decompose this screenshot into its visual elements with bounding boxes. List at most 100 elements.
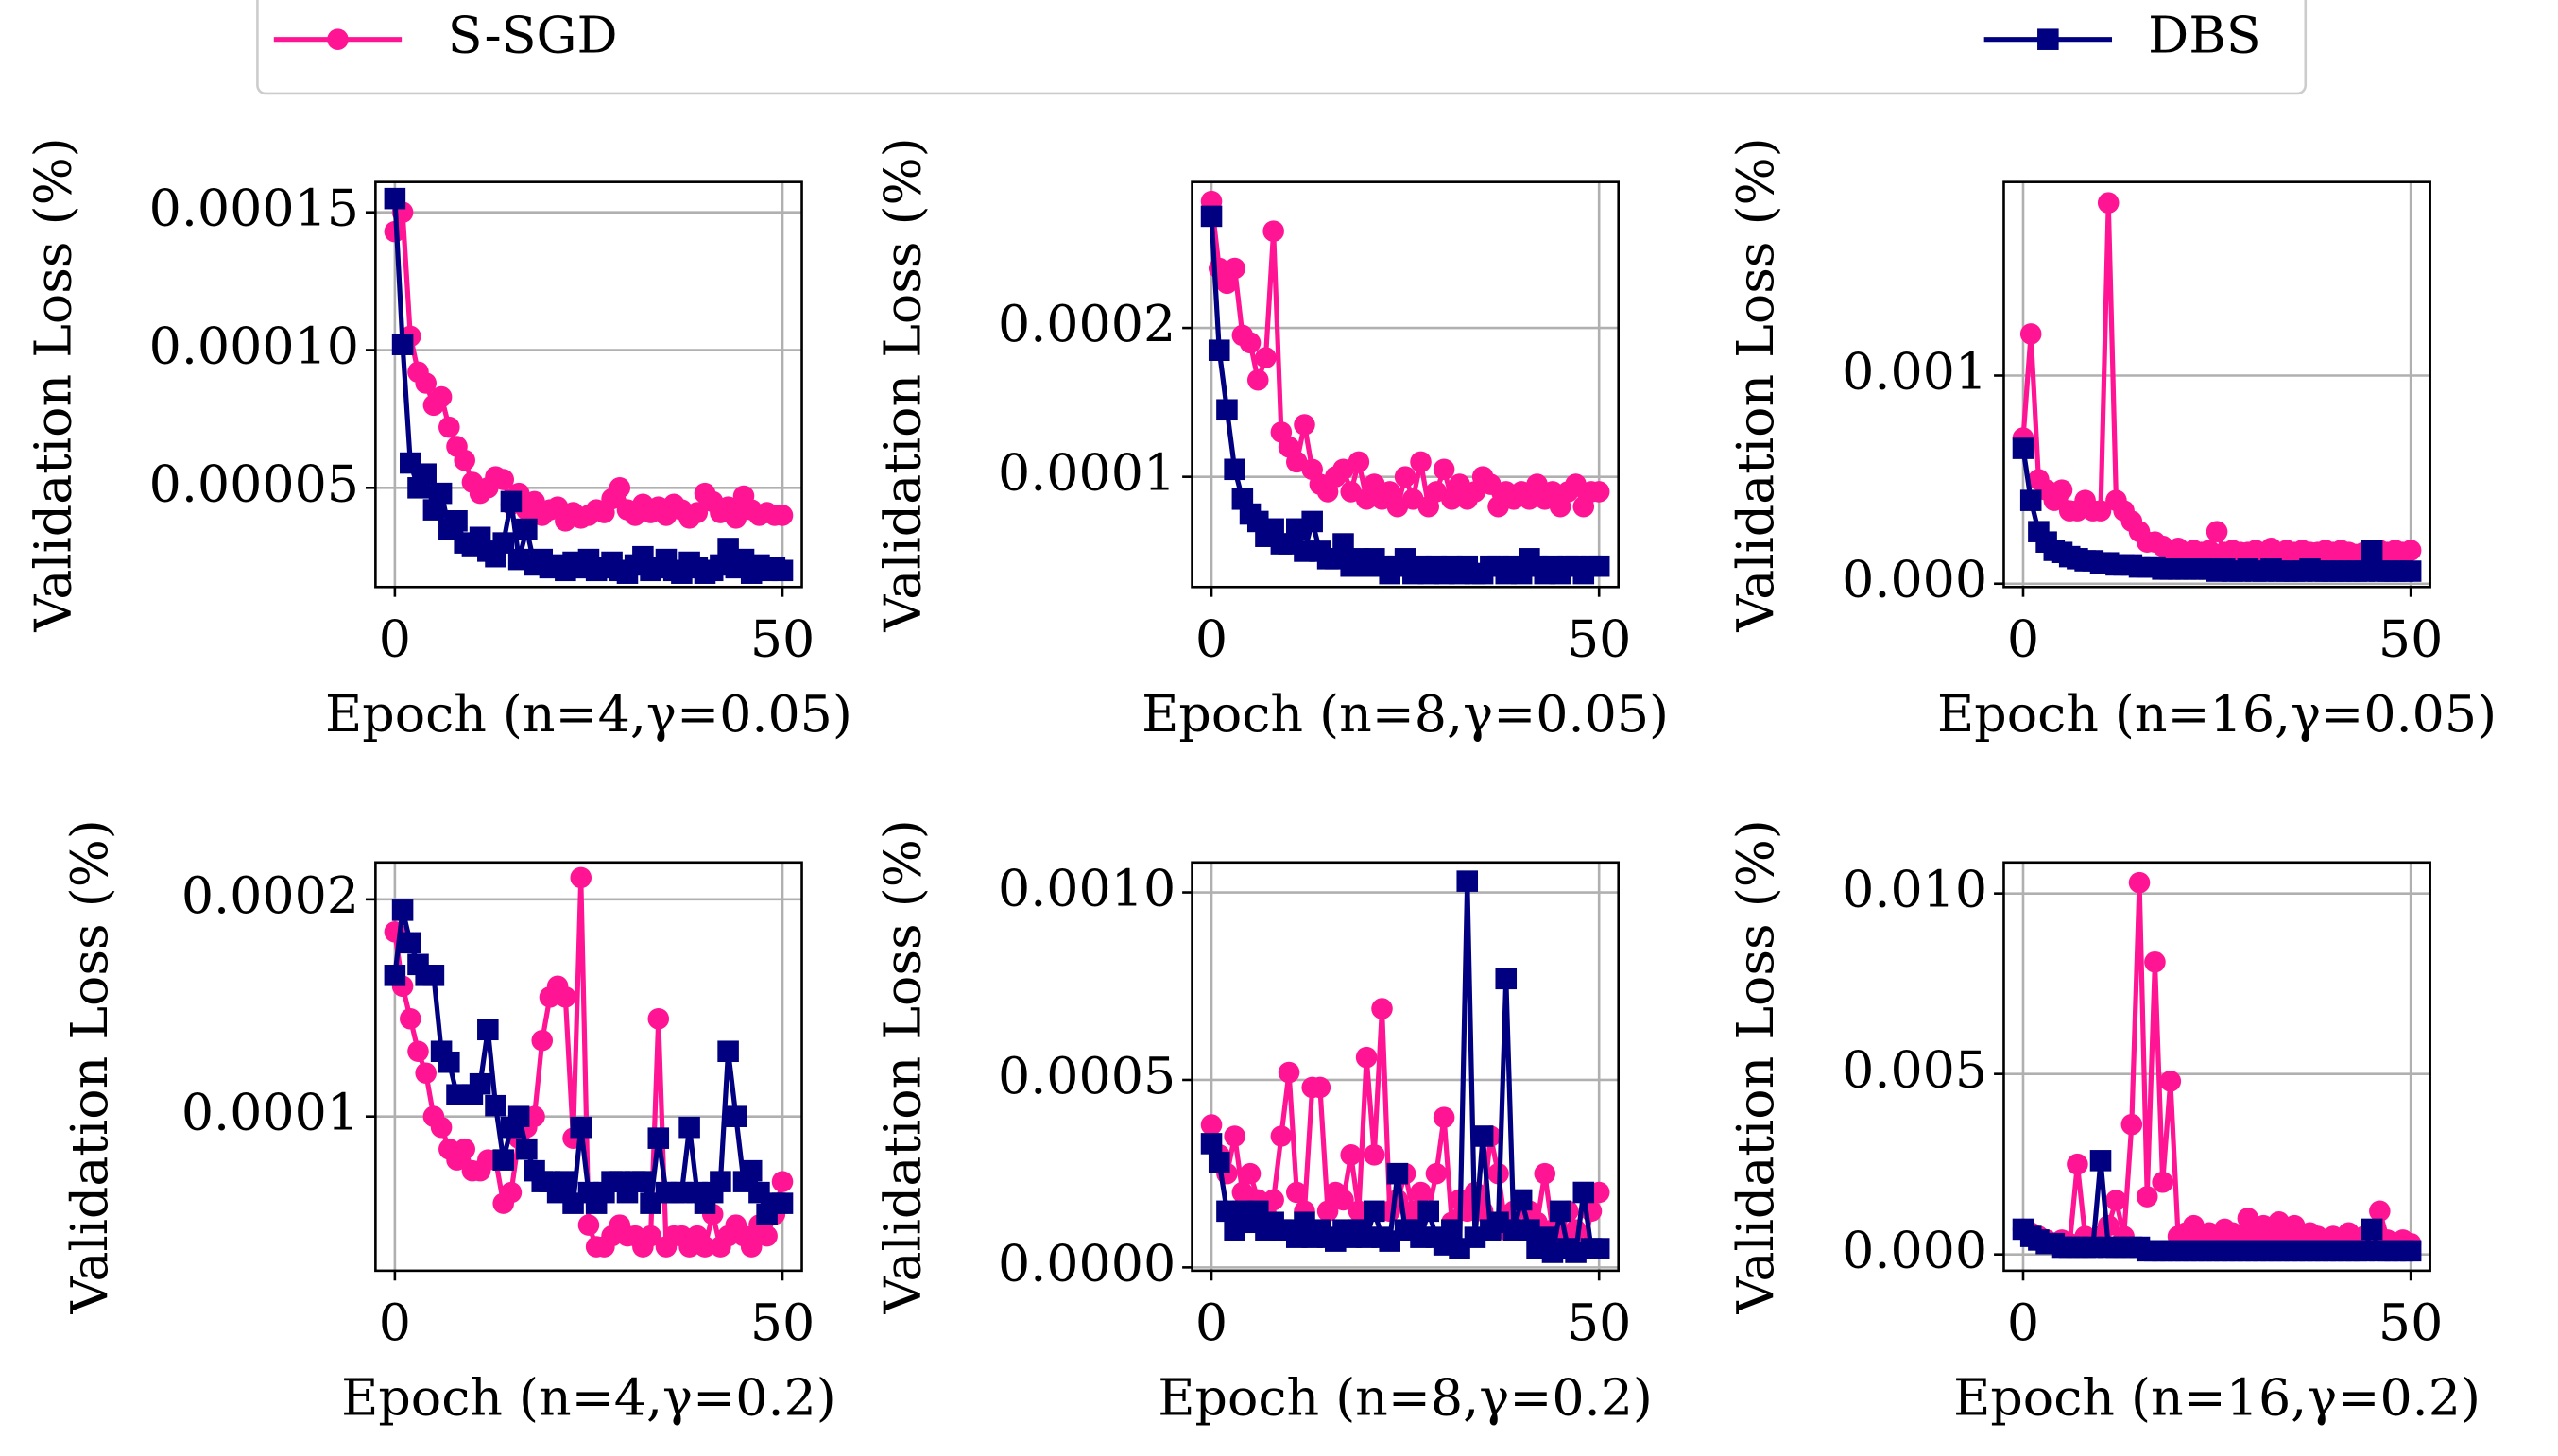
axes-frame xyxy=(2002,180,2431,589)
marker xyxy=(1588,1238,1610,1259)
marker xyxy=(1410,1181,1432,1204)
marker xyxy=(2051,479,2073,501)
marker xyxy=(1246,368,1269,391)
marker xyxy=(2037,28,2059,50)
marker xyxy=(1301,510,1323,533)
marker xyxy=(640,1225,661,1247)
x-tick-label: 50 xyxy=(2378,608,2443,668)
y-tick-label: 0.0001 xyxy=(998,443,1176,503)
x-axis-label: Epoch (n=4,γ=0.2) xyxy=(341,1368,836,1428)
marker xyxy=(2159,1071,2182,1092)
series-line xyxy=(392,211,783,525)
axes-frame xyxy=(1191,180,1620,589)
marker xyxy=(2128,871,2151,894)
marker xyxy=(1394,466,1416,488)
marker xyxy=(2097,192,2120,214)
marker xyxy=(1285,1181,1308,1204)
marker xyxy=(1364,1200,1385,1223)
marker xyxy=(492,532,515,554)
marker xyxy=(1549,1200,1571,1223)
y-tick-label: 0.00010 xyxy=(149,317,359,376)
y-axis-label: Validation Loss (%) xyxy=(1725,137,1785,632)
marker xyxy=(500,490,523,513)
series-line xyxy=(2021,882,2412,1249)
marker xyxy=(694,1236,716,1258)
legend-frame xyxy=(256,0,2308,95)
marker xyxy=(2206,521,2228,542)
marker xyxy=(2136,1186,2158,1208)
marker xyxy=(2012,437,2034,459)
y-tick-label: 0.0002 xyxy=(998,294,1176,353)
marker xyxy=(1278,1061,1300,1084)
marker xyxy=(1216,399,1238,421)
marker xyxy=(1239,1162,1262,1185)
marker xyxy=(1208,339,1230,362)
marker xyxy=(1371,998,1393,1019)
x-axis-label: Epoch (n=8,γ=0.05) xyxy=(1142,684,1669,744)
marker xyxy=(756,1225,778,1247)
marker xyxy=(647,1127,670,1149)
y-tick-label: 0.010 xyxy=(1842,860,1987,919)
marker xyxy=(454,449,475,471)
subplot: 0 50 0.0001 0.0002 Epoch (n=8,γ=0.05) Validat… xyxy=(873,137,1669,744)
marker xyxy=(516,518,538,540)
marker xyxy=(422,499,445,521)
marker xyxy=(1270,1125,1293,1147)
marker xyxy=(2089,500,2112,522)
marker xyxy=(1433,1106,1455,1128)
marker xyxy=(1316,1200,1339,1223)
marker xyxy=(1441,1219,1463,1241)
y-axis-label: Validation Loss (%) xyxy=(60,819,119,1314)
marker xyxy=(1309,1076,1331,1099)
marker xyxy=(400,1007,421,1030)
marker xyxy=(570,1116,592,1139)
marker xyxy=(2361,1218,2383,1241)
marker xyxy=(1340,1144,1362,1166)
marker xyxy=(555,986,576,1008)
marker xyxy=(1294,414,1315,436)
y-tick-label: 0.0010 xyxy=(998,859,1176,918)
marker xyxy=(1588,555,1610,577)
axes-frame xyxy=(1191,861,1620,1273)
marker xyxy=(717,1040,739,1063)
marker xyxy=(740,1236,763,1258)
marker xyxy=(1208,1151,1230,1173)
marker xyxy=(384,965,406,986)
marker xyxy=(2019,323,2042,345)
marker xyxy=(531,1029,554,1052)
marker xyxy=(415,372,437,394)
marker xyxy=(391,334,414,355)
x-tick-label: 50 xyxy=(750,1293,815,1352)
y-tick-label: 0.0002 xyxy=(181,865,359,925)
marker xyxy=(507,1105,530,1127)
marker xyxy=(1364,1144,1385,1166)
marker xyxy=(1534,1162,1556,1185)
x-tick-label: 50 xyxy=(1567,608,1631,668)
plot-area xyxy=(2012,871,2422,1262)
marker xyxy=(430,385,453,408)
marker xyxy=(446,510,468,532)
marker xyxy=(2067,1153,2088,1175)
marker xyxy=(771,1192,794,1214)
marker xyxy=(422,965,445,986)
marker xyxy=(2089,1150,2112,1172)
x-tick-label: 0 xyxy=(379,608,411,668)
plot-area xyxy=(384,187,794,584)
marker xyxy=(1200,205,1223,228)
marker xyxy=(2120,1113,2143,1136)
x-tick-label: 0 xyxy=(2007,608,2039,668)
axes-frame xyxy=(374,861,803,1273)
marker xyxy=(1255,347,1277,368)
marker xyxy=(2399,560,2422,582)
marker xyxy=(1332,1189,1354,1211)
marker xyxy=(2105,1190,2127,1211)
marker xyxy=(570,866,592,889)
marker xyxy=(430,1116,453,1139)
marker xyxy=(1224,458,1245,481)
marker xyxy=(2198,540,2221,561)
subplot: 0 50 0.00005 0.00010 0.00015 Epoch (n=4,γ=0.0… xyxy=(24,137,852,744)
marker xyxy=(1572,1181,1595,1204)
marker xyxy=(1495,968,1518,990)
y-tick-label: 0.005 xyxy=(1842,1040,1987,1100)
marker xyxy=(485,1094,506,1117)
